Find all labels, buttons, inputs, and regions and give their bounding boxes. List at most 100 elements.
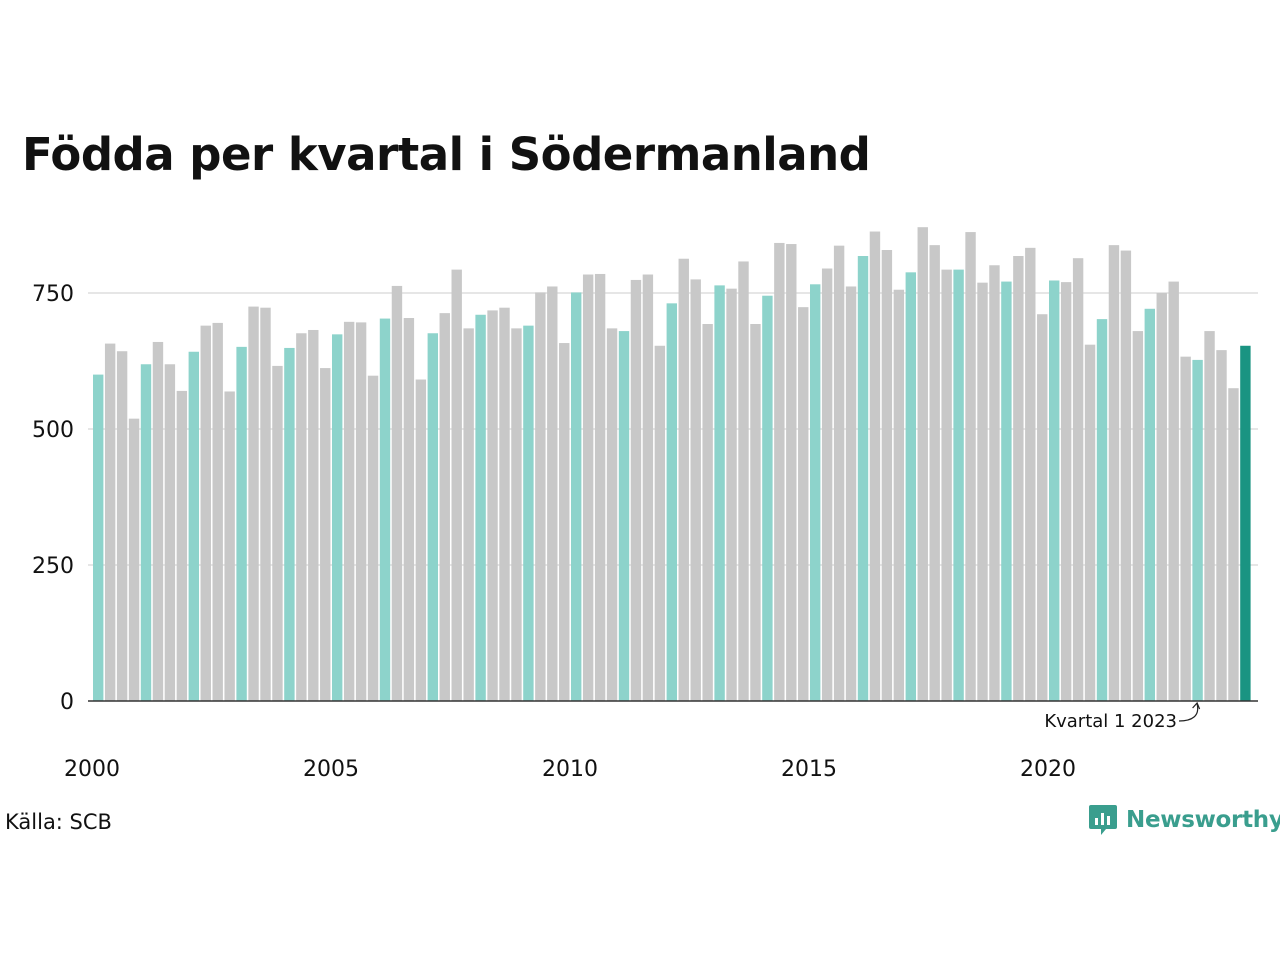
bar	[116, 351, 128, 701]
bar	[1060, 282, 1072, 701]
bar	[152, 341, 164, 701]
y-tick-label: 0	[60, 690, 74, 715]
bar	[917, 227, 928, 701]
bar	[1096, 319, 1108, 701]
bar	[523, 325, 534, 701]
bar	[93, 374, 104, 701]
x-tick-label: 2020	[1020, 757, 1076, 782]
bar	[355, 322, 367, 701]
bars	[93, 227, 1251, 702]
bar	[1013, 256, 1024, 701]
bar	[1025, 247, 1036, 701]
bar	[1072, 258, 1084, 701]
brand-logo: Newsworthy	[1088, 803, 1280, 837]
bar	[403, 318, 415, 701]
y-tick-label: 250	[32, 554, 74, 579]
annotation: Kvartal 1 2023	[1044, 701, 1201, 732]
bar	[941, 269, 952, 701]
bar	[1084, 344, 1096, 701]
x-tick-label: 2010	[542, 757, 598, 782]
bar	[1132, 331, 1144, 701]
bar	[642, 274, 654, 701]
bar	[798, 307, 809, 701]
x-axis-ticks: 2000 2005 2010 2015 2020	[64, 757, 1076, 782]
bar	[666, 303, 677, 701]
bar	[511, 328, 522, 701]
source-label: Källa: SCB	[5, 810, 112, 834]
bar	[654, 345, 666, 701]
bar-chart: 0 250 500 750 2000 2005 2010 2015 2020 Kvartal …	[32, 227, 1258, 782]
bar	[260, 307, 271, 701]
newsworthy-logo-icon	[1089, 805, 1117, 835]
bar	[1228, 388, 1239, 701]
bar	[690, 279, 701, 701]
bar	[857, 256, 869, 701]
bar	[606, 328, 618, 701]
bar	[379, 318, 391, 701]
bar	[1204, 331, 1215, 701]
bar	[475, 314, 486, 701]
bar	[571, 292, 582, 701]
bar	[164, 364, 176, 701]
bar	[415, 379, 427, 701]
bar	[630, 279, 642, 701]
bar	[332, 334, 343, 701]
bar	[272, 365, 283, 701]
bar	[702, 324, 713, 701]
bar	[296, 333, 307, 701]
bar	[427, 333, 438, 701]
bar	[965, 232, 976, 701]
bar	[1180, 356, 1191, 701]
bar	[236, 346, 247, 701]
bar	[989, 265, 1000, 701]
bar	[1216, 350, 1227, 701]
bar	[881, 250, 893, 701]
bar	[582, 274, 594, 701]
bar	[1049, 280, 1060, 701]
bar	[535, 292, 546, 701]
bar	[953, 269, 964, 701]
bar	[140, 364, 152, 701]
bar	[1120, 250, 1132, 701]
y-tick-label: 500	[32, 418, 74, 443]
bar	[1192, 359, 1203, 701]
bar	[738, 261, 749, 701]
annotation-arrow	[1178, 703, 1199, 722]
bar	[559, 343, 570, 701]
bar	[762, 295, 773, 701]
bar	[929, 245, 940, 701]
bar	[547, 286, 558, 701]
bar	[869, 231, 881, 701]
bar	[833, 245, 845, 702]
bar	[128, 418, 140, 701]
bar	[1156, 293, 1167, 701]
bar	[439, 313, 450, 701]
bar	[726, 288, 737, 701]
brand-name: Newsworthy	[1126, 807, 1280, 833]
annotation-arrowhead	[1192, 701, 1201, 710]
bar	[320, 368, 331, 701]
bar	[367, 375, 379, 701]
bar	[308, 329, 319, 701]
y-axis-ticks: 0 250 500 750	[32, 282, 74, 715]
y-tick-label: 750	[32, 282, 74, 307]
bar	[200, 325, 211, 701]
bar	[786, 244, 797, 702]
bar	[224, 391, 235, 701]
bar	[284, 347, 295, 701]
bar	[451, 269, 462, 701]
bar	[499, 307, 510, 701]
bar	[774, 242, 785, 701]
bar	[750, 324, 761, 701]
bar	[977, 282, 988, 701]
bar	[104, 343, 116, 701]
bar	[821, 268, 833, 701]
bar-latest	[1240, 345, 1251, 701]
bar	[188, 351, 199, 701]
bar	[343, 321, 355, 701]
chart-title: Födda per kvartal i Södermanland	[22, 128, 871, 181]
bar	[618, 331, 630, 701]
bar	[810, 284, 821, 701]
x-tick-label: 2000	[64, 757, 120, 782]
bar	[1001, 281, 1012, 701]
